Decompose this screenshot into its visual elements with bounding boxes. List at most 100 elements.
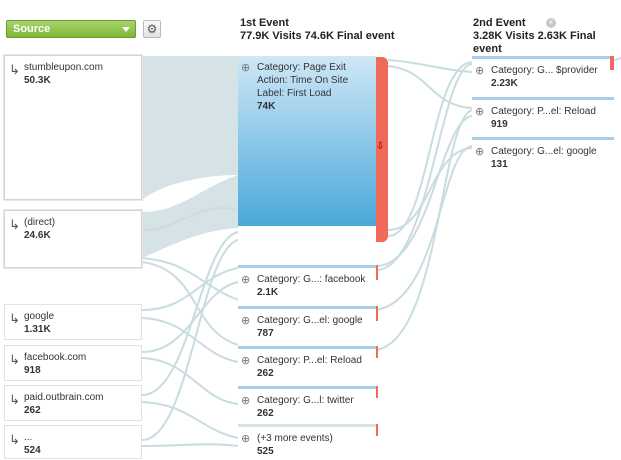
event-icon: ⊕	[475, 106, 485, 118]
column-header-second-event: 2nd Event 3.28K Visits 2.63K Final event	[473, 17, 621, 56]
source-node-facebook[interactable]: ↳ facebook.com 918	[4, 345, 142, 381]
flow-line	[141, 401, 239, 439]
event-label: Category: G...l: twitter 262	[257, 394, 354, 420]
event-node-facebook[interactable]: ⊕ Category: G...: facebook 2.1K	[238, 265, 376, 299]
event-line: Category: P...el: Reload	[257, 355, 362, 366]
dropoff-bar	[376, 386, 378, 398]
event-icon: ⊕	[241, 274, 251, 286]
source-name: stumbleupon.com	[24, 62, 103, 73]
event-node-more[interactable]: ⊕ (+3 more events) 525	[238, 424, 376, 458]
flow-line	[387, 147, 473, 231]
source-value: 1.31K	[24, 324, 51, 335]
flow-line	[141, 257, 239, 301]
source-name: paid.outbrain.com	[24, 392, 104, 403]
enter-arrow-icon: ↳	[9, 392, 20, 407]
flow-line	[375, 115, 473, 267]
event-line: Label: First Load	[257, 88, 332, 99]
close-icon[interactable]: ×	[546, 18, 556, 28]
event-value: 919	[491, 119, 508, 130]
source-node-outbrain[interactable]: ↳ paid.outbrain.com 262	[4, 385, 142, 421]
flow-line	[141, 267, 239, 311]
enter-arrow-icon: ↳	[9, 311, 20, 326]
dropoff-bar	[610, 56, 614, 70]
enter-arrow-icon: ↳	[9, 62, 20, 77]
column-header-first-event: 1st Event 77.9K Visits 74.6K Final event	[240, 17, 394, 43]
source-name: ...	[24, 432, 33, 443]
event-line: Category: Page Exit	[257, 62, 346, 73]
event-node-reload-2[interactable]: ⊕ Category: P...el: Reload 919	[472, 97, 614, 133]
dropoff-bar	[376, 306, 378, 321]
event-icon: ⊕	[241, 395, 251, 407]
event-line: Category: G...l: twitter	[257, 395, 354, 406]
source-node-stumbleupon[interactable]: ↳ stumbleupon.com 50.3K	[4, 55, 142, 200]
event-node-google-2[interactable]: ⊕ Category: G...el: google 131	[472, 137, 614, 173]
dropoff-bar	[376, 265, 378, 280]
flow-line	[613, 57, 621, 61]
dropoff-arrow-icon: ⇩	[376, 141, 385, 152]
chevron-down-icon	[122, 27, 130, 32]
event-node-google[interactable]: ⊕ Category: G...el: google 787	[238, 306, 376, 340]
event-icon: ⊕	[475, 65, 485, 77]
event-value: 2.1K	[257, 287, 279, 298]
event-value: 787	[257, 328, 274, 339]
source-value: 24.6K	[24, 230, 51, 241]
source-name: facebook.com	[24, 352, 87, 363]
column-title: 2nd Event	[473, 17, 526, 29]
event-value: 525	[257, 446, 274, 457]
flow-line	[141, 207, 239, 232]
dropoff-bar	[376, 424, 378, 436]
event-label: Category: G...el: google 131	[491, 145, 597, 171]
source-name: (direct)	[24, 217, 56, 228]
source-value: 50.3K	[24, 75, 51, 86]
dropoff-bar[interactable]	[376, 57, 388, 242]
event-node-reload[interactable]: ⊕ Category: P...el: Reload 262	[238, 346, 376, 380]
source-node-other[interactable]: ↳ ... 524	[4, 425, 142, 459]
flow-line	[375, 63, 473, 271]
event-value: 262	[257, 408, 274, 419]
column-summary: 3.28K Visits 2.63K Final event	[473, 30, 596, 55]
event-label: Category: Page Exit Action: Time On Site…	[257, 61, 348, 113]
enter-arrow-icon: ↳	[9, 432, 20, 447]
column-summary: 77.9K Visits 74.6K Final event	[240, 30, 395, 42]
source-name: google	[24, 311, 55, 322]
column-title: 1st Event	[240, 17, 289, 29]
dimension-select[interactable]: Source	[6, 20, 136, 38]
event-node-provider[interactable]: ⊕ Category: G... $provider 2.23K	[472, 56, 614, 92]
event-line: Category: G... $provider	[491, 65, 598, 76]
event-line: Category: G...: facebook	[257, 274, 366, 285]
flow-line	[141, 239, 239, 441]
source-node-google[interactable]: ↳ google 1.31K	[4, 304, 142, 340]
event-icon: ⊕	[241, 355, 251, 367]
event-value: 131	[491, 159, 508, 170]
source-node-direct[interactable]: ↳ (direct) 24.6K	[4, 210, 142, 268]
event-line: Category: G...el: google	[257, 315, 363, 326]
event-icon: ⊕	[241, 62, 251, 74]
enter-arrow-icon: ↳	[9, 352, 20, 367]
event-icon: ⊕	[475, 146, 485, 158]
event-label: Category: G...: facebook 2.1K	[257, 273, 365, 299]
event-label: Category: G...el: google 787	[257, 314, 363, 340]
event-line: Category: P...el: Reload	[491, 106, 596, 117]
event-line: (+3 more events)	[257, 433, 333, 444]
event-label: Category: G... $provider 2.23K	[491, 64, 598, 90]
flow-line	[141, 231, 239, 396]
gear-icon: ⚙	[146, 22, 158, 36]
event-node-twitter[interactable]: ⊕ Category: G...l: twitter 262	[238, 386, 376, 420]
flow-line	[141, 317, 239, 363]
event-node-page-exit[interactable]: ⊕ Category: Page Exit Action: Time On Si…	[238, 56, 376, 226]
flow-line	[387, 59, 473, 73]
flow-line	[375, 109, 473, 351]
event-icon: ⊕	[241, 433, 251, 445]
event-label: Category: P...el: Reload 919	[491, 105, 596, 131]
dimension-select-value: Source	[13, 23, 51, 35]
event-line: Category: G...el: google	[491, 146, 597, 157]
event-label: (+3 more events) 525	[257, 432, 333, 458]
source-value: 524	[24, 445, 41, 456]
source-value: 918	[24, 365, 41, 376]
settings-button[interactable]: ⚙	[143, 20, 161, 38]
event-value: 262	[257, 368, 274, 379]
event-value: 2.23K	[491, 78, 518, 89]
source-value: 262	[24, 405, 41, 416]
event-icon: ⊕	[241, 315, 251, 327]
